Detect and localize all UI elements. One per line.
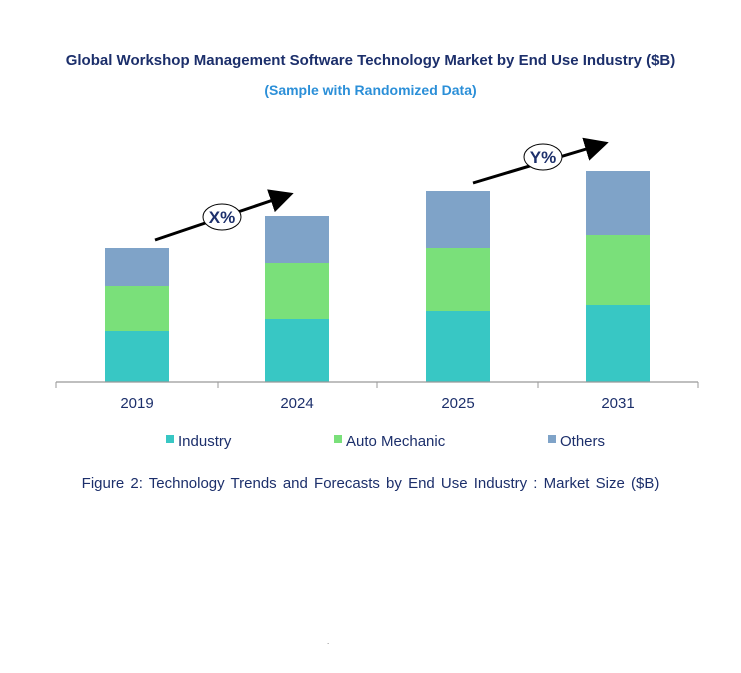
- legend-label-industry: Industry: [178, 433, 232, 450]
- bar-industry-2024: [265, 319, 329, 382]
- x-tick-label-2024: 2024: [280, 395, 313, 412]
- growth-label-ellipse-2: [523, 143, 563, 171]
- x-tick-label-2019: 2019: [120, 395, 153, 412]
- legend-swatch-auto-mechanic: [334, 435, 342, 443]
- bar-auto-mechanic-2031: [586, 235, 650, 305]
- legend-label-others: Others: [560, 433, 605, 450]
- growth-label-2: Y%: [530, 148, 556, 167]
- bar-others-2019: [105, 248, 169, 286]
- x-tick-label-2031: 2031: [601, 395, 634, 412]
- bar-others-2024: [265, 216, 329, 263]
- chart-title: Global Workshop Management Software Tech…: [65, 52, 676, 69]
- bar-industry-2025: [426, 311, 490, 382]
- x-tick-label-2025: 2025: [441, 395, 474, 412]
- growth-label-1: X%: [209, 208, 235, 227]
- legend-swatch-others: [548, 435, 556, 443]
- bar-auto-mechanic-2025: [426, 248, 490, 311]
- legend-label-auto-mechanic: Auto Mechanic: [346, 433, 446, 450]
- bar-others-2025: [426, 191, 490, 248]
- bar-auto-mechanic-2019: [105, 286, 169, 331]
- footnote-dot: .: [327, 637, 330, 646]
- growth-label-ellipse-1: [202, 203, 242, 231]
- bar-others-2031: [586, 171, 650, 235]
- bar-auto-mechanic-2024: [265, 263, 329, 319]
- bar-industry-2019: [105, 331, 169, 382]
- bar-industry-2031: [586, 305, 650, 382]
- figure-caption: Figure 2: Technology Trends and Forecast…: [81, 475, 660, 492]
- chart-subtitle: (Sample with Randomized Data): [264, 82, 477, 98]
- legend-swatch-industry: [166, 435, 174, 443]
